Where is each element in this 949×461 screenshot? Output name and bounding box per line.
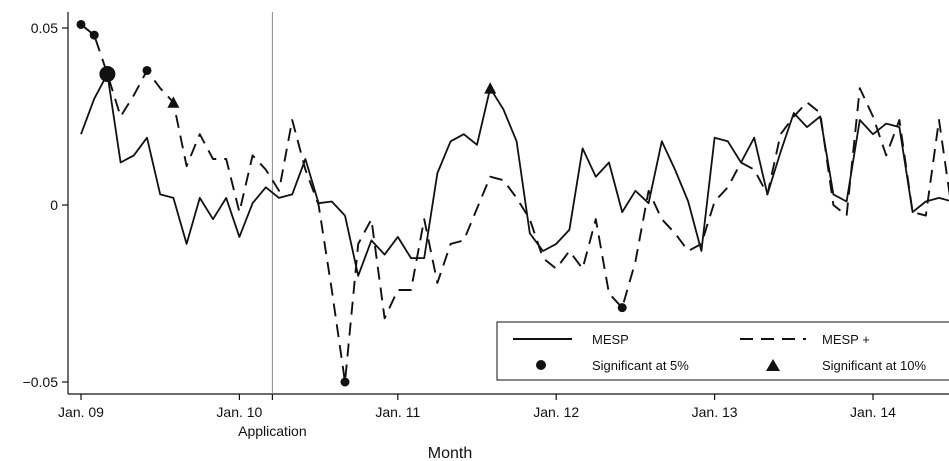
legend-triangle-marker	[766, 359, 780, 371]
legend-label-mesp: MESP	[592, 332, 629, 347]
significance-circle-marker	[142, 65, 152, 75]
legend-circle-marker	[536, 360, 546, 370]
application-marker: Application	[238, 12, 307, 439]
legend-box	[496, 321, 949, 381]
y-tick-label: 0.05	[31, 20, 58, 36]
y-tick-label: −0.05	[23, 374, 59, 390]
x-tick-label: Jan. 09	[58, 404, 104, 420]
tick-labels: −0.05 0 0.05 Jan. 09 Jan. 10 Jan. 11 Jan. 12 Ja…	[23, 20, 897, 420]
legend: MESP MESP + Significant at 5% Significan…	[496, 321, 949, 381]
significance-circle-marker	[99, 66, 116, 83]
significance-circle-marker	[340, 377, 350, 387]
x-tick-label: Jan. 10	[216, 404, 262, 420]
application-label: Application	[238, 423, 307, 439]
x-axis-title: Month	[428, 445, 472, 461]
x-tick-label: Jan. 14	[850, 404, 896, 420]
significance-triangle-marker	[484, 82, 497, 94]
series-line-mesp	[80, 73, 949, 277]
series-lines	[80, 23, 949, 383]
y-tick-label: 0	[50, 197, 58, 213]
significance-triangle-marker	[167, 96, 180, 108]
significance-circle-marker	[617, 303, 627, 313]
x-tick-label: Jan. 11	[375, 404, 420, 420]
x-tick-label: Jan. 12	[533, 404, 579, 420]
legend-label-mesp-plus: MESP +	[822, 332, 870, 347]
legend-label-sig5: Significant at 5%	[592, 358, 689, 373]
series-line-mesp-plus	[80, 23, 949, 383]
axes	[67, 12, 949, 395]
significance-circle-marker	[89, 30, 99, 40]
legend-label-sig10: Significant at 10%	[822, 358, 927, 373]
significance-circle-marker	[76, 19, 86, 29]
tick-marks	[62, 27, 874, 400]
significance-markers	[76, 19, 627, 387]
x-tick-label: Jan. 13	[692, 404, 738, 420]
